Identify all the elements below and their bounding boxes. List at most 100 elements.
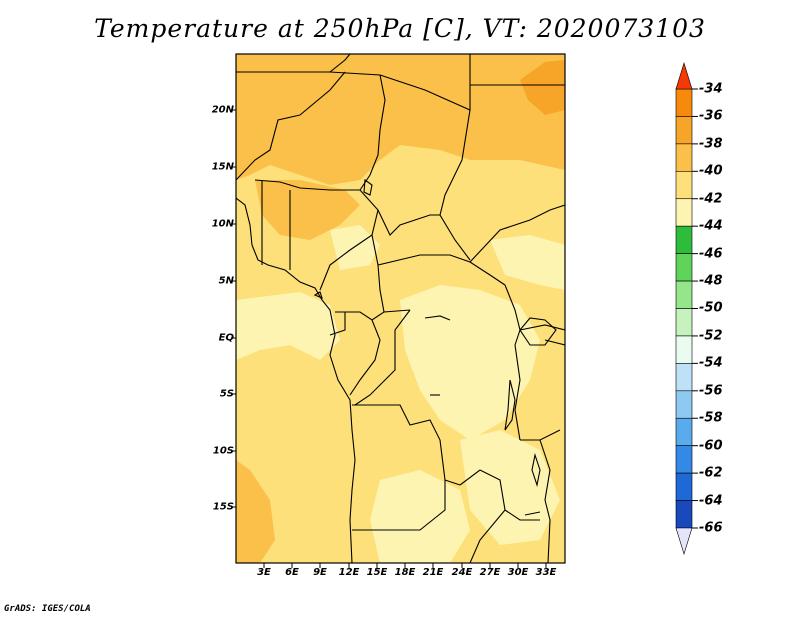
lat-label-20n: 20N <box>211 104 234 116</box>
lat-label-5s: 5S <box>219 388 234 400</box>
colorbar-label: -40 <box>699 163 723 179</box>
border-nigeria <box>319 189 379 291</box>
lat-label-15n: 15N <box>211 161 234 173</box>
border-burkina <box>254 179 360 191</box>
border-drc-uganda <box>504 284 521 346</box>
colorbar-segment <box>675 143 693 172</box>
lon-label-3e: 3E <box>257 567 271 578</box>
border-eq-guinea <box>329 312 346 336</box>
colorbar-segment <box>675 225 693 254</box>
lon-label-21e: 21E <box>422 567 444 578</box>
border-uganda-kenya <box>519 324 565 331</box>
field-level-44-42-nigeria <box>330 225 380 270</box>
lon-ticks <box>263 563 547 568</box>
colorbar-upper-arrow <box>675 61 693 90</box>
colorbar-label: -66 <box>699 520 723 536</box>
colorbar-segment <box>675 500 693 529</box>
field-level-40-38-westafrica <box>255 180 360 240</box>
colorbar-segment <box>675 308 693 337</box>
map-frame <box>235 53 566 564</box>
border-malawi <box>539 439 551 563</box>
colorbar-segment <box>675 417 693 446</box>
border-niger-libya <box>379 54 471 111</box>
border-angola-zambia <box>352 480 446 531</box>
colorbar-label: -52 <box>699 328 723 344</box>
border-cameroon <box>371 234 385 313</box>
lon-label-6e: 6E <box>285 567 299 578</box>
lon-label-12e: 12E <box>338 567 360 578</box>
border-chad-sudan <box>439 109 471 261</box>
colorbar-label: -42 <box>699 191 723 207</box>
temperature-field <box>236 54 565 563</box>
colorbar-label: -34 <box>699 81 723 97</box>
colorbar <box>675 61 698 556</box>
colorbar-segment <box>675 335 693 364</box>
border-mauritania <box>236 114 301 181</box>
colorbar-segment <box>675 472 693 501</box>
colorbar-label: -64 <box>699 493 723 509</box>
colorbar-lower-arrow <box>675 527 693 556</box>
lon-label-24e: 24E <box>451 567 473 578</box>
lat-ticks <box>231 109 236 508</box>
lake-chad <box>363 178 373 196</box>
lake-malawi <box>531 452 541 488</box>
colorbar-label: -62 <box>699 465 723 481</box>
lon-label-30e: 30E <box>507 567 529 578</box>
river-congo <box>424 315 451 321</box>
field-level-44-42-basin <box>400 285 540 440</box>
colorbar-label: -46 <box>699 246 723 262</box>
lon-label-33e: 33E <box>535 567 557 578</box>
border-mali-west <box>299 71 346 116</box>
lon-label-27e: 27E <box>479 567 501 578</box>
chart-title: Temperature at 250hPa [C], VT: 202007310… <box>94 14 706 43</box>
colorbar-segment <box>675 88 693 117</box>
colorbar-segment <box>675 363 693 392</box>
field-level-36-34-northeast <box>520 60 565 115</box>
border-car <box>377 254 506 286</box>
colorbar-label: -44 <box>699 218 723 234</box>
colorbar-label: -36 <box>699 108 723 124</box>
field-level-44-42-east <box>490 235 565 290</box>
colorbar-segment <box>675 116 693 145</box>
lat-label-10s: 10S <box>212 445 234 457</box>
colorbar-segment <box>675 390 693 419</box>
lake-tanganyika <box>504 379 516 431</box>
lake-kariba <box>524 511 541 516</box>
lat-label-5n: 5N <box>218 275 234 287</box>
bioko-island <box>313 291 323 299</box>
colorbar-label: -54 <box>699 355 723 371</box>
lon-label-9e: 9E <box>313 567 327 578</box>
colorbar-label: -56 <box>699 383 723 399</box>
lon-label-18e: 18E <box>394 567 416 578</box>
colorbar-segment <box>675 445 693 474</box>
colorbar-label: -48 <box>699 273 723 289</box>
colorbar-segment <box>675 198 693 227</box>
colorbar-segment <box>675 253 693 282</box>
coastline-west <box>236 197 356 563</box>
border-zimbabwe <box>469 509 506 563</box>
colorbar-label: -38 <box>699 136 723 152</box>
field-level-44-42-west <box>236 292 340 360</box>
border-sudan-south <box>469 204 565 263</box>
colorbar-label: -50 <box>699 300 723 316</box>
border-drc-congo <box>354 309 411 406</box>
border-algeria-mali <box>236 54 351 73</box>
border-lakes <box>514 344 521 441</box>
lat-label-15s: 15S <box>212 501 234 513</box>
lat-label-eq: EQ <box>218 332 234 344</box>
colorbar-label: -60 <box>699 438 723 454</box>
boundaries <box>236 54 565 563</box>
grads-credit: GrADS: IGES/COLA <box>4 604 91 614</box>
border-tanzania <box>520 429 561 441</box>
field-level-44-42-southeast <box>460 430 560 545</box>
colorbar-label: -58 <box>699 410 723 426</box>
field-level-40-38-southwest <box>236 460 275 563</box>
colorbar-segment <box>675 171 693 200</box>
border-zambia <box>459 469 540 521</box>
lat-label-10n: 10N <box>211 218 234 230</box>
lon-label-15e: 15E <box>366 567 388 578</box>
colorbar-segment <box>675 280 693 309</box>
field-level-40-38-north <box>236 54 565 185</box>
border-congo-gabon <box>349 319 381 396</box>
